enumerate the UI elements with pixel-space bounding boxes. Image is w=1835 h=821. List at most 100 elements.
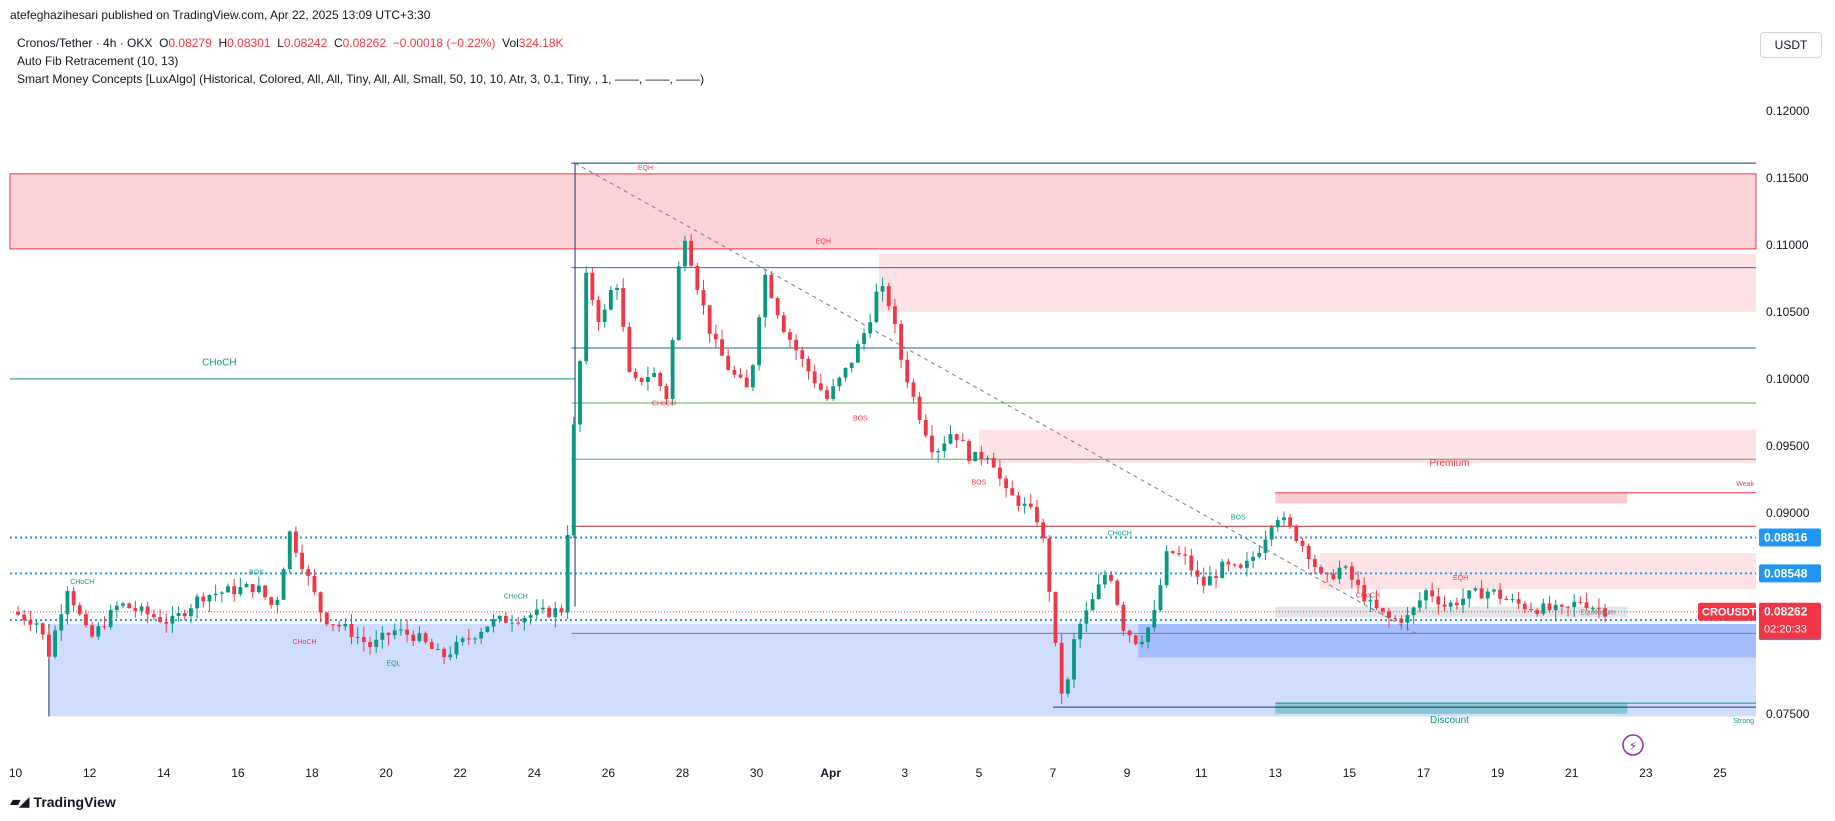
candle-body <box>781 315 786 333</box>
candle-body <box>324 612 329 625</box>
candle-body <box>343 623 348 627</box>
candle-body <box>96 626 101 637</box>
candle-body <box>1115 580 1120 605</box>
candle-body <box>1245 560 1249 568</box>
candle-body <box>1368 599 1373 602</box>
candle-body <box>923 419 928 436</box>
candle-body <box>139 606 144 611</box>
candle-body <box>1374 599 1379 609</box>
candle-body <box>1485 591 1490 599</box>
candle-body <box>1238 564 1243 568</box>
demand-zone-recent <box>1138 624 1756 658</box>
candle-body <box>997 467 1002 479</box>
tradingview-logo-icon: ▰◢ <box>10 794 29 810</box>
candle-body <box>1337 567 1342 580</box>
candle-body <box>1269 527 1274 540</box>
structure-label: BOS <box>249 569 264 576</box>
x-tick-label: 23 <box>1639 766 1653 780</box>
candle-body <box>627 326 632 372</box>
candle-body <box>90 625 95 637</box>
zone-label-premium: Premium <box>1429 458 1469 469</box>
candle-body <box>287 531 292 570</box>
candle-body <box>1102 574 1107 585</box>
x-tick-label: 26 <box>602 766 616 780</box>
candle-body <box>899 324 904 360</box>
candle-body <box>800 350 805 359</box>
candle-body <box>300 552 305 570</box>
candle-body <box>65 591 70 615</box>
candle-body <box>164 621 169 624</box>
candle-body <box>584 272 589 362</box>
candle-body <box>633 371 638 378</box>
zone-label-discount: Discount <box>1430 715 1469 726</box>
price-badge <box>1759 528 1821 547</box>
candle-body <box>1473 588 1478 591</box>
candle-body <box>1121 604 1126 631</box>
candle-body <box>559 608 564 613</box>
x-tick-label: 28 <box>676 766 690 780</box>
symbol-title[interactable]: Cronos/Tether · 4h · OKX <box>17 36 153 50</box>
candle-body <box>985 458 990 460</box>
x-tick-label: 10 <box>9 766 23 780</box>
candle-body <box>1380 608 1385 612</box>
candle-body <box>1467 590 1472 599</box>
candle-body <box>670 340 675 400</box>
candle-body <box>281 569 286 600</box>
candle-body <box>831 386 836 400</box>
candle-body <box>306 569 311 576</box>
candle-body <box>1405 615 1410 623</box>
candle-body <box>652 373 657 377</box>
candle-body <box>1343 566 1348 568</box>
candle-body <box>380 632 385 640</box>
currency-button[interactable]: USDT <box>1760 32 1822 58</box>
candle-body <box>256 585 261 593</box>
candle-body <box>423 633 428 643</box>
candle-body <box>683 240 687 267</box>
candle-body <box>503 615 508 623</box>
y-tick-label: 0.10000 <box>1766 372 1810 386</box>
candle-body <box>1529 609 1533 611</box>
candle-body <box>553 608 558 617</box>
candle-body <box>337 624 342 627</box>
candle-body <box>1430 590 1435 597</box>
candle-body <box>392 630 397 636</box>
candle-body <box>849 362 854 368</box>
low-label: L <box>277 36 284 50</box>
candle-body <box>318 592 323 613</box>
candle-body <box>788 332 792 340</box>
indicator-smc[interactable]: Smart Money Concepts [LuxAlgo] (Historic… <box>17 72 705 86</box>
candle-body <box>510 622 514 624</box>
candle-body <box>565 535 570 613</box>
candle-body <box>442 648 447 658</box>
candle-body <box>855 343 860 363</box>
candle-body <box>1510 599 1515 601</box>
lightning-icon-glyph: ⚡ <box>1629 739 1637 753</box>
candle-body <box>102 626 107 628</box>
candle-body <box>967 441 971 462</box>
x-tick-label: 11 <box>1195 766 1208 780</box>
candle-body <box>1584 602 1589 609</box>
y-tick-label: 0.12000 <box>1766 104 1810 118</box>
x-tick-label: 17 <box>1417 766 1431 780</box>
candle-body <box>349 623 354 638</box>
candle-body <box>1393 618 1398 620</box>
price-badge <box>1759 564 1821 583</box>
candle-body <box>713 333 718 340</box>
candle-body <box>794 339 799 351</box>
candle-body <box>547 607 552 617</box>
y-tick-label: 0.07500 <box>1766 707 1810 721</box>
symbol-badge <box>1698 602 1756 621</box>
candle-body <box>226 586 230 593</box>
candle-body <box>960 440 965 442</box>
structure-label: CHoCH <box>1108 531 1132 538</box>
chart-legend: Cronos/Tether · 4h · OKX O0.08279 H0.083… <box>17 34 704 88</box>
high-value: 0.08301 <box>227 36 271 50</box>
tradingview-logo[interactable]: ▰◢ TradingView <box>10 794 116 810</box>
candle-body <box>1084 610 1089 624</box>
indicator-fib[interactable]: Auto Fib Retracement (10, 13) <box>17 54 179 68</box>
countdown-label: 02:20:33 <box>1764 624 1807 636</box>
candle-body <box>664 386 669 400</box>
price-badge-label: 0.08816 <box>1764 531 1808 545</box>
candle-body <box>769 274 774 299</box>
